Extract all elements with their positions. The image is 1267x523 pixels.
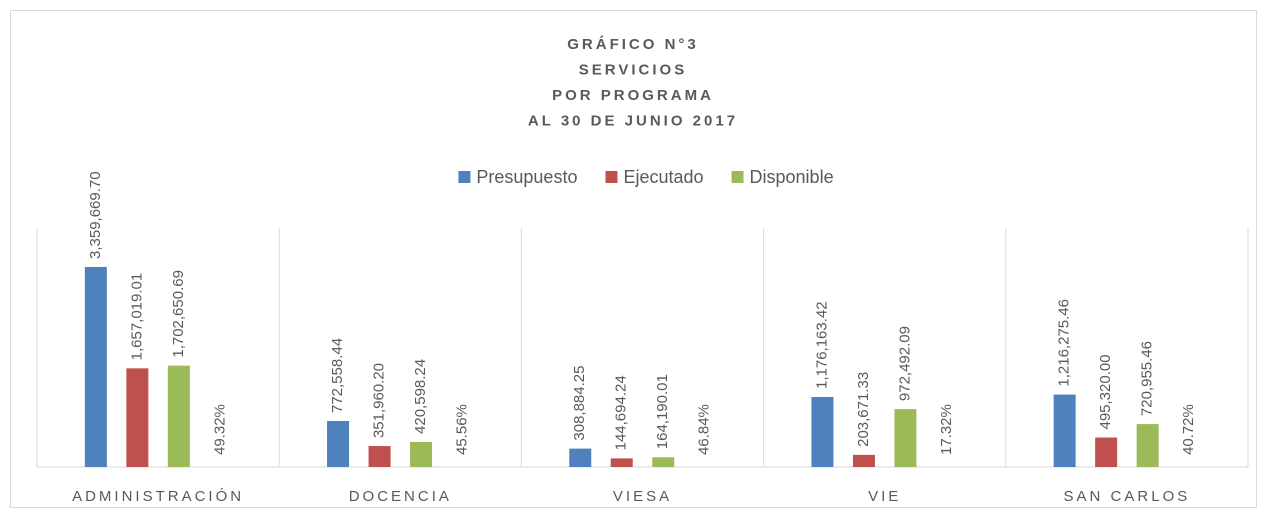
bar — [1136, 424, 1159, 467]
value-label: 972,492.09 — [896, 326, 913, 401]
annotation: 49.32% — [211, 404, 228, 455]
bar — [852, 454, 875, 467]
x-tick-label: SAN CARLOS — [1064, 488, 1191, 505]
x-tick-label: VIE — [868, 488, 901, 505]
legend-swatch — [605, 171, 618, 183]
annotation: 17.32% — [938, 404, 955, 455]
legend-swatch — [458, 171, 471, 183]
chart-title: GRÁFICO N°3 — [567, 36, 699, 53]
bar — [167, 365, 190, 467]
bar — [327, 421, 350, 467]
legend-swatch — [731, 171, 744, 183]
bar — [410, 441, 433, 467]
legend-label: Ejecutado — [623, 167, 703, 187]
legend-label: Disponible — [750, 167, 834, 187]
bar — [126, 368, 149, 467]
annotation: 40.72% — [1180, 404, 1197, 455]
bar — [652, 457, 675, 467]
bar — [1095, 437, 1118, 467]
bar — [894, 409, 917, 467]
value-label: 1,702,650.69 — [170, 270, 187, 358]
value-label: 420,598.24 — [412, 359, 429, 434]
value-label: 203,671.33 — [855, 372, 872, 447]
bar — [84, 267, 107, 467]
bar — [368, 446, 391, 467]
bar — [610, 458, 633, 467]
value-label: 164,190.01 — [654, 374, 671, 449]
chart-title: SERVICIOS — [579, 61, 687, 78]
bar — [569, 448, 592, 467]
value-label: 1,657,019.01 — [128, 273, 145, 361]
x-tick-label: DOCENCIA — [349, 488, 452, 505]
bar — [1053, 394, 1076, 467]
value-label: 720,955.46 — [1139, 341, 1156, 416]
value-label: 495,320.00 — [1097, 354, 1114, 429]
chart-border — [10, 10, 1257, 508]
annotation: 45.56% — [454, 404, 471, 455]
chart-title: POR PROGRAMA — [552, 87, 714, 104]
value-label: 351,960.20 — [371, 363, 388, 438]
legend-label: Presupuesto — [476, 167, 577, 187]
value-label: 1,176,163.42 — [813, 301, 830, 389]
x-tick-label: VIESA — [613, 488, 672, 505]
value-label: 308,884.25 — [571, 366, 588, 441]
chart-title: AL 30 DE JUNIO 2017 — [528, 112, 738, 129]
value-label: 772,558.44 — [329, 338, 346, 413]
value-label: 1,216,275.46 — [1056, 299, 1073, 387]
annotation: 46.84% — [696, 404, 713, 455]
value-label: 144,694.24 — [613, 375, 630, 450]
value-label: 3,359,669.70 — [87, 171, 104, 259]
bar — [811, 396, 834, 467]
x-tick-label: ADMINISTRACIÓN — [72, 488, 244, 505]
